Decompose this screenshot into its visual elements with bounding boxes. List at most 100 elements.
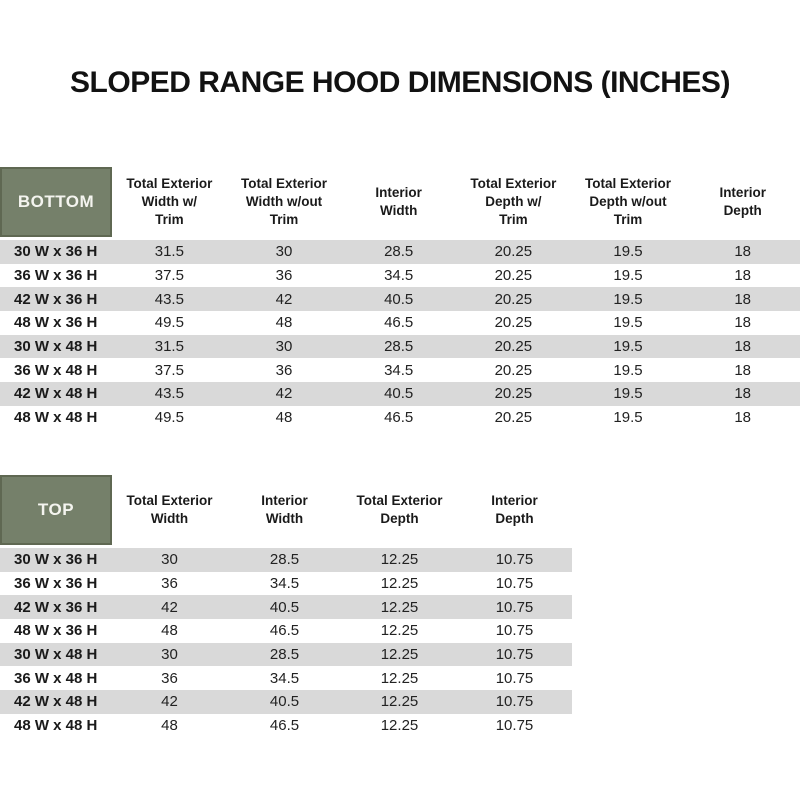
cell-value: 28.5 bbox=[269, 646, 300, 664]
cell-value: 18 bbox=[734, 243, 752, 261]
cell-value: 48 bbox=[275, 409, 293, 427]
table-row: 42 W x 36 H 43.5 42 40.5 20.25 19.5 18 bbox=[0, 287, 800, 312]
cell-value: 46.5 bbox=[384, 314, 414, 332]
cell-value: 10.75 bbox=[495, 575, 534, 593]
top-table-body: 30 W x 36 H 30 28.5 12.25 10.75 36 W x 36 H 36… bbox=[0, 548, 572, 738]
page-title: SLOPED RANGE HOOD DIMENSIONS (INCHES) bbox=[70, 66, 730, 99]
cell-value: 30 bbox=[161, 646, 178, 664]
row-label: 42 W x 48 H bbox=[14, 385, 98, 403]
column-header: Interior Depth bbox=[491, 492, 538, 526]
cell-value: 18 bbox=[734, 290, 752, 308]
cell-value: 37.5 bbox=[154, 267, 184, 285]
cell-value: 18 bbox=[734, 338, 752, 356]
column-header: Total Exterior Depth w/Trim bbox=[470, 175, 557, 228]
cell-value: 12.25 bbox=[380, 669, 419, 687]
cell-value: 20.25 bbox=[494, 338, 533, 356]
cell-value: 20.25 bbox=[494, 361, 533, 379]
column-header: Total Exterior Width w/Trim bbox=[126, 175, 213, 228]
cell-value: 40.5 bbox=[384, 290, 414, 308]
cell-value: 36 bbox=[275, 267, 293, 285]
cell-value: 19.5 bbox=[613, 338, 643, 356]
cell-value: 20.25 bbox=[494, 290, 533, 308]
cell-value: 19.5 bbox=[613, 361, 643, 379]
cell-value: 30 bbox=[161, 551, 178, 569]
cell-value: 20.25 bbox=[494, 267, 533, 285]
cell-value: 40.5 bbox=[384, 385, 414, 403]
cell-value: 12.25 bbox=[380, 646, 419, 664]
cell-value: 12.25 bbox=[380, 693, 419, 711]
cell-value: 40.5 bbox=[269, 598, 300, 616]
cell-value: 19.5 bbox=[613, 409, 643, 427]
table-row: 30 W x 36 H 30 28.5 12.25 10.75 bbox=[0, 548, 572, 572]
table-row: 48 W x 36 H 49.5 48 46.5 20.25 19.5 18 bbox=[0, 311, 800, 335]
top-table-header-row: TOP Total Exterior Width Interior Width Total… bbox=[0, 475, 572, 545]
cell-value: 10.75 bbox=[495, 717, 534, 735]
cell-value: 20.25 bbox=[494, 409, 533, 427]
cell-value: 30 bbox=[275, 338, 293, 356]
column-header: Total Exterior Depth bbox=[356, 492, 443, 526]
table-row: 36 W x 36 H 37.5 36 34.5 20.25 19.5 18 bbox=[0, 263, 800, 288]
row-label: 36 W x 36 H bbox=[14, 267, 98, 285]
cell-value: 20.25 bbox=[494, 243, 533, 261]
cell-value: 10.75 bbox=[495, 551, 534, 569]
table-row: 30 W x 48 H 30 28.5 12.25 10.75 bbox=[0, 642, 572, 667]
row-label: 30 W x 48 H bbox=[14, 646, 98, 664]
cell-value: 10.75 bbox=[495, 646, 534, 664]
bottom-table-body: 30 W x 36 H 31.5 30 28.5 20.25 19.5 18 36 W x 3… bbox=[0, 240, 800, 430]
row-label: 48 W x 36 H bbox=[14, 622, 98, 640]
bottom-dimensions-table: BOTTOM Total Exterior Width w/Trim Total Ex… bbox=[0, 167, 800, 430]
cell-value: 46.5 bbox=[384, 409, 414, 427]
row-label: 36 W x 48 H bbox=[14, 669, 98, 687]
bottom-corner-label: BOTTOM bbox=[0, 167, 112, 237]
table-row: 36 W x 48 H 36 34.5 12.25 10.75 bbox=[0, 666, 572, 691]
cell-value: 36 bbox=[161, 669, 178, 687]
column-header: Interior Width bbox=[375, 184, 422, 218]
cell-value: 42 bbox=[275, 385, 293, 403]
cell-value: 19.5 bbox=[613, 290, 643, 308]
table-row: 48 W x 36 H 48 46.5 12.25 10.75 bbox=[0, 619, 572, 643]
cell-value: 18 bbox=[734, 385, 752, 403]
cell-value: 36 bbox=[275, 361, 293, 379]
cell-value: 48 bbox=[161, 717, 178, 735]
cell-value: 19.5 bbox=[613, 243, 643, 261]
top-corner-label: TOP bbox=[0, 475, 112, 545]
cell-value: 42 bbox=[161, 693, 178, 711]
row-label: 42 W x 36 H bbox=[14, 290, 98, 308]
cell-value: 31.5 bbox=[154, 243, 184, 261]
table-row: 42 W x 48 H 42 40.5 12.25 10.75 bbox=[0, 690, 572, 714]
cell-value: 34.5 bbox=[269, 575, 300, 593]
cell-value: 12.25 bbox=[380, 551, 419, 569]
cell-value: 19.5 bbox=[613, 314, 643, 332]
cell-value: 10.75 bbox=[495, 669, 534, 687]
cell-value: 20.25 bbox=[494, 385, 533, 403]
cell-value: 34.5 bbox=[384, 267, 414, 285]
cell-value: 12.25 bbox=[380, 598, 419, 616]
cell-value: 28.5 bbox=[384, 243, 414, 261]
row-label: 30 W x 48 H bbox=[14, 338, 98, 356]
cell-value: 43.5 bbox=[154, 290, 184, 308]
top-dimensions-table: TOP Total Exterior Width Interior Width Total… bbox=[0, 475, 572, 738]
cell-value: 30 bbox=[275, 243, 293, 261]
cell-value: 18 bbox=[734, 409, 752, 427]
cell-value: 10.75 bbox=[495, 693, 534, 711]
table-row: 36 W x 48 H 37.5 36 34.5 20.25 19.5 18 bbox=[0, 358, 800, 383]
cell-value: 48 bbox=[161, 622, 178, 640]
table-row: 36 W x 36 H 36 34.5 12.25 10.75 bbox=[0, 571, 572, 596]
row-label: 42 W x 36 H bbox=[14, 598, 98, 616]
cell-value: 42 bbox=[275, 290, 293, 308]
cell-value: 34.5 bbox=[269, 669, 300, 687]
cell-value: 42 bbox=[161, 598, 178, 616]
column-header: Total Exterior Width w/out Trim bbox=[240, 175, 328, 228]
cell-value: 10.75 bbox=[495, 598, 534, 616]
cell-value: 49.5 bbox=[154, 314, 184, 332]
table-row: 30 W x 36 H 31.5 30 28.5 20.25 19.5 18 bbox=[0, 240, 800, 264]
cell-value: 18 bbox=[734, 267, 752, 285]
cell-value: 37.5 bbox=[154, 361, 184, 379]
column-header: Total Exterior Depth w/out Trim bbox=[585, 175, 672, 228]
cell-value: 49.5 bbox=[154, 409, 184, 427]
table-row: 48 W x 48 H 49.5 48 46.5 20.25 19.5 18 bbox=[0, 405, 800, 430]
cell-value: 18 bbox=[734, 314, 752, 332]
table-row: 30 W x 48 H 31.5 30 28.5 20.25 19.5 18 bbox=[0, 334, 800, 359]
cell-value: 46.5 bbox=[269, 717, 300, 735]
